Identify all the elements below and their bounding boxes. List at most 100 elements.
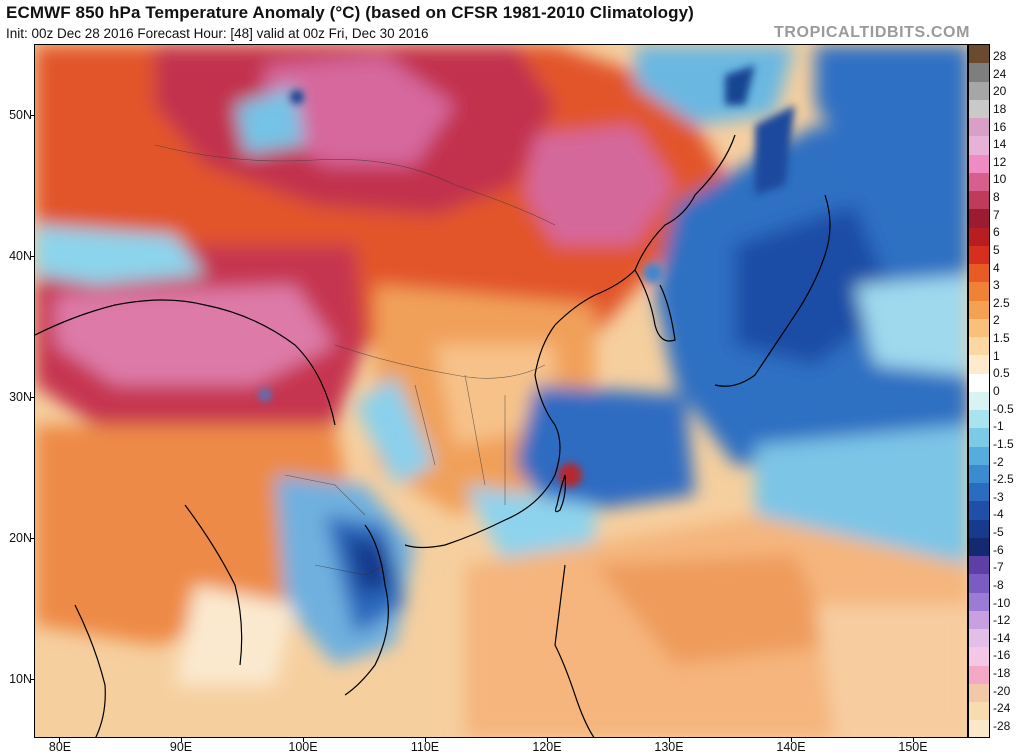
- anomaly-field: [35, 45, 967, 737]
- colorbar-label: 12: [993, 154, 1007, 169]
- colorbar-swatch: [969, 81, 989, 100]
- map-title: ECMWF 850 hPa Temperature Anomaly (°C) (…: [6, 3, 694, 22]
- lon-label-120e: 120E: [532, 740, 562, 754]
- lon-label-150e: 150E: [898, 740, 928, 754]
- colorbar-swatch: [969, 300, 989, 319]
- colorbar-swatch: [969, 665, 989, 684]
- colorbar-label: 14: [993, 137, 1007, 152]
- colorbar-swatch: [969, 446, 989, 465]
- colorbar-label: 24: [993, 66, 1007, 81]
- lon-tick: [181, 738, 182, 742]
- colorbar-swatch: [969, 629, 989, 648]
- colorbar-swatch: [969, 136, 989, 155]
- colorbar-label: 2.5: [993, 295, 1010, 310]
- colorbar-swatch: [969, 391, 989, 410]
- colorbar-swatch: [969, 610, 989, 629]
- brand-watermark: TROPICALTIDBITS.COM: [774, 24, 970, 41]
- colorbar-label: 0: [993, 384, 1000, 398]
- colorbar-label: 2: [993, 313, 1000, 328]
- colorbar-swatch: [969, 282, 989, 301]
- lon-label-90e: 90E: [169, 740, 193, 754]
- colorbar-swatch: [969, 720, 989, 737]
- lat-tick: [30, 538, 34, 539]
- colorbar-swatch: [969, 318, 989, 337]
- colorbar-label: 8: [993, 190, 1000, 205]
- colorbar-label: 18: [993, 101, 1007, 116]
- lon-tick: [303, 738, 304, 742]
- colorbar-label: -20: [993, 683, 1011, 698]
- colorbar-label: 0.5: [993, 366, 1010, 381]
- colorbar-label: -1.5: [993, 436, 1014, 451]
- lon-label-80e: 80E: [48, 740, 72, 754]
- colorbar-label: -0.5: [993, 401, 1014, 416]
- colorbar-label: -5: [993, 525, 1004, 540]
- lat-label-40n: 40N: [9, 249, 32, 263]
- lon-label-130e: 130E: [654, 740, 684, 754]
- colorbar-swatch: [969, 464, 989, 483]
- colorbar-swatch: [969, 245, 989, 264]
- lon-tick: [59, 738, 60, 742]
- colorbar-label: -28: [993, 719, 1011, 733]
- lat-tick: [30, 256, 34, 257]
- colorbar-swatch: [969, 264, 989, 283]
- colorbar-swatch: [969, 172, 989, 191]
- colorbar-swatch: [969, 501, 989, 520]
- colorbar-label: -16: [993, 648, 1011, 663]
- colorbar-label: -4: [993, 507, 1004, 522]
- colorbar-swatch: [969, 373, 989, 392]
- province-borders: [154, 144, 556, 576]
- lat-label-20n: 20N: [9, 531, 32, 545]
- colorbar-label: 1: [993, 348, 1000, 363]
- colorbar-label: -24: [993, 701, 1011, 716]
- colorbar-swatch: [969, 647, 989, 666]
- colorbar-swatch: [969, 63, 989, 82]
- colorbar-label: -8: [993, 577, 1004, 592]
- colorbar-label: 20: [993, 84, 1007, 99]
- colorbar-label: 10: [993, 172, 1007, 187]
- colorbar-swatch: [969, 227, 989, 246]
- colorbar-swatch: [969, 556, 989, 575]
- colorbar-swatch: [969, 683, 989, 702]
- lon-tick: [669, 738, 670, 742]
- lon-tick: [913, 738, 914, 742]
- colorbar-swatch: [969, 154, 989, 173]
- colorbar-swatch: [969, 574, 989, 593]
- lon-label-140e: 140E: [776, 740, 806, 754]
- colorbar-label: 28: [993, 49, 1007, 63]
- colorbar-label: 7: [993, 207, 1000, 222]
- colorbar-label: -7: [993, 560, 1004, 575]
- colorbar-label: 4: [993, 260, 1000, 275]
- colorbar-swatch: [969, 209, 989, 228]
- colorbar-swatch: [969, 592, 989, 611]
- map-subtitle: Init: 00z Dec 28 2016 Forecast Hour: [48…: [6, 26, 429, 41]
- lon-label-110e: 110E: [410, 740, 440, 754]
- colorbar-label: -3: [993, 489, 1004, 504]
- anomaly-map: [34, 44, 968, 738]
- coastlines: [35, 134, 831, 737]
- colorbar-swatch: [969, 337, 989, 356]
- colorbar-swatch: [969, 118, 989, 137]
- lon-tick: [547, 738, 548, 742]
- colorbar-label: -14: [993, 630, 1011, 645]
- colorbar-label: -1: [993, 419, 1004, 434]
- colorbar-label: -2: [993, 454, 1004, 469]
- lat-tick: [30, 115, 34, 116]
- colorbar-label: -18: [993, 666, 1011, 681]
- colorbar-swatch: [969, 428, 989, 447]
- colorbar-swatch: [969, 355, 989, 374]
- colorbar: [968, 44, 990, 738]
- lat-tick: [30, 397, 34, 398]
- colorbar-label: -10: [993, 595, 1011, 610]
- lat-label-10n: 10N: [9, 672, 32, 686]
- colorbar-label: 3: [993, 278, 1000, 293]
- colorbar-swatch: [969, 45, 989, 64]
- colorbar-label: 5: [993, 242, 1000, 257]
- lon-tick: [791, 738, 792, 742]
- lon-tick: [425, 738, 426, 742]
- lat-label-30n: 30N: [9, 390, 32, 404]
- lon-label-100e: 100E: [288, 740, 318, 754]
- colorbar-swatch: [969, 99, 989, 118]
- colorbar-swatch: [969, 191, 989, 210]
- colorbar-swatch: [969, 483, 989, 502]
- colorbar-label: 1.5: [993, 331, 1010, 346]
